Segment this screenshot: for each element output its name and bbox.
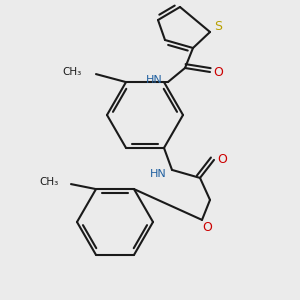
Text: HN: HN xyxy=(146,75,163,85)
Text: S: S xyxy=(214,20,222,34)
Text: O: O xyxy=(213,65,223,79)
Text: O: O xyxy=(202,221,212,234)
Text: O: O xyxy=(217,153,227,167)
Text: CH₃: CH₃ xyxy=(63,67,82,77)
Text: CH₃: CH₃ xyxy=(40,177,59,187)
Text: HN: HN xyxy=(150,169,167,179)
